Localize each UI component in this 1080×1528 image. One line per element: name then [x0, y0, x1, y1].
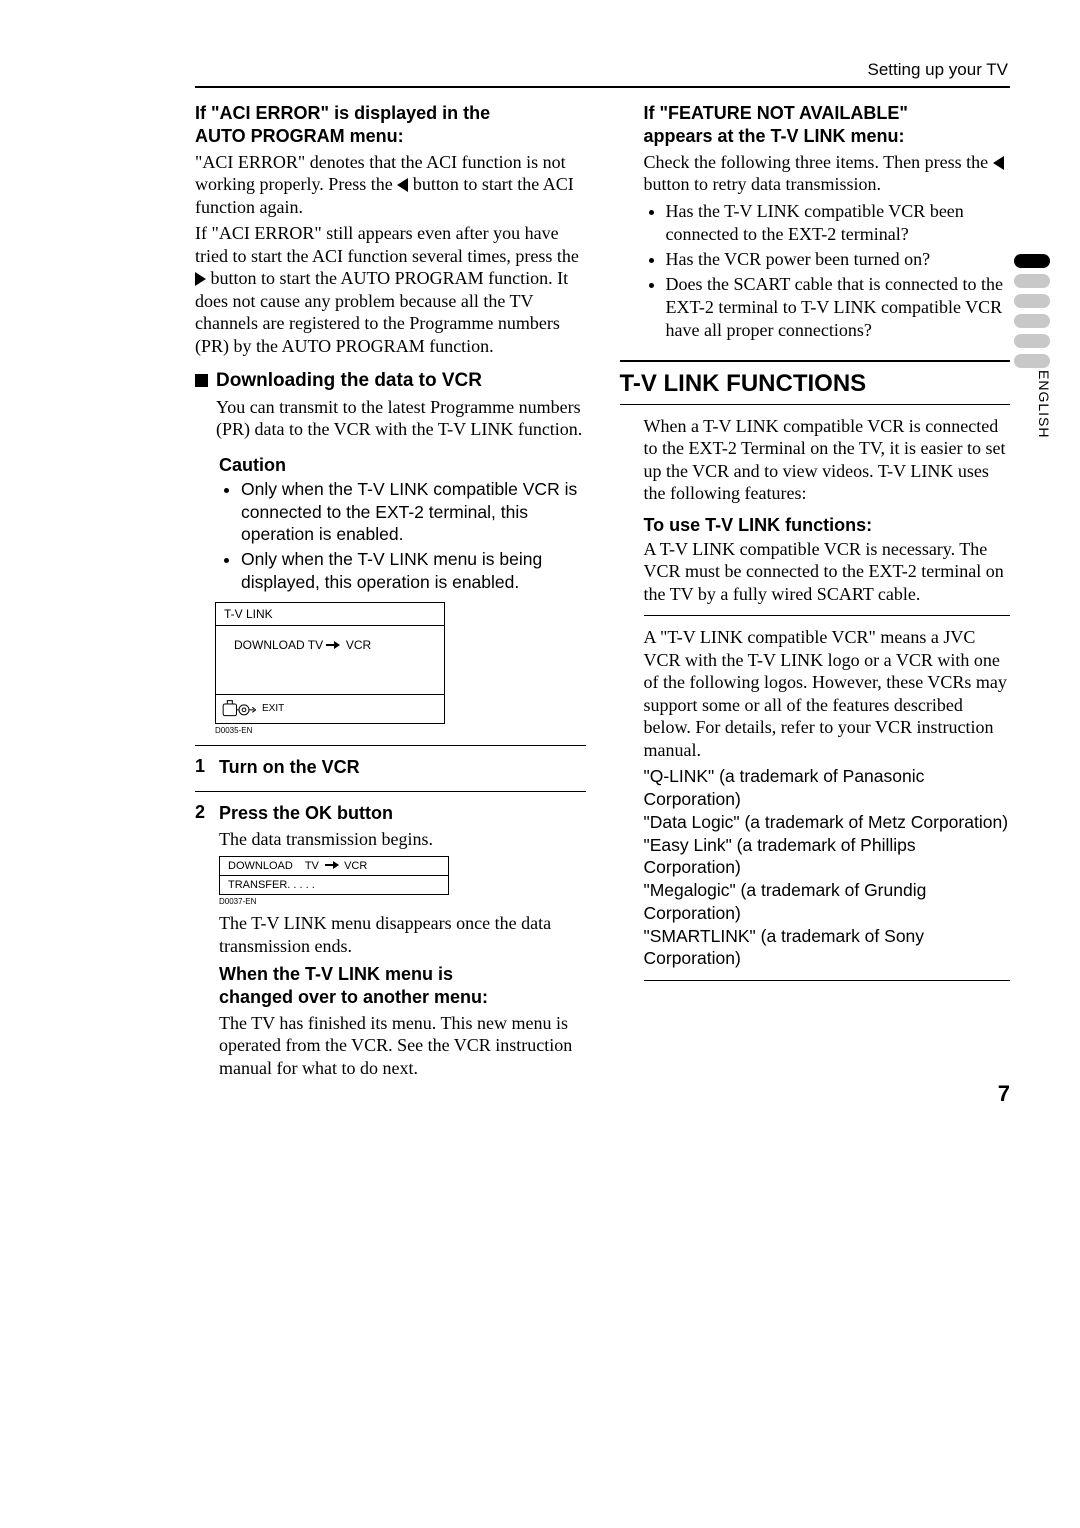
menu-code: D0035-EN	[215, 726, 586, 735]
list-item: Has the T-V LINK compatible VCR been con…	[666, 200, 1011, 246]
text: changed over to another menu:	[219, 987, 488, 1007]
arrow-right-icon	[325, 861, 341, 869]
download-body: You can transmit to the latest Programme…	[216, 396, 586, 441]
edge-tab	[1014, 294, 1050, 308]
section-title: Setting up your TV	[195, 60, 1010, 80]
text: button	[332, 803, 393, 823]
text: If "ACI ERROR" is displayed in the	[195, 103, 490, 123]
edge-tab	[1014, 314, 1050, 328]
divider	[195, 86, 1010, 88]
text: Press the	[219, 803, 305, 823]
divider	[620, 360, 1011, 362]
changed-body: The TV has finished its menu. This new m…	[219, 1012, 586, 1080]
step-heading: Press the OK button	[219, 802, 586, 825]
step-1: 1 Turn on the VCR	[195, 756, 586, 781]
compat-body: A "T-V LINK compatible VCR" means a JVC …	[644, 626, 1011, 761]
menu-row: TRANSFER. . . . .	[220, 876, 448, 894]
columns: If "ACI ERROR" is displayed in the AUTO …	[195, 102, 1010, 1083]
menu-title: T-V LINK	[216, 603, 444, 626]
page: ENGLISH Setting up your TV If "ACI ERROR…	[0, 0, 1080, 1143]
caution-heading: Caution	[219, 455, 586, 476]
step-body: The data transmission begins.	[219, 828, 586, 851]
download-heading: Downloading the data to VCR	[216, 369, 586, 394]
aci-error-body-2: If "ACI ERROR" still appears even after …	[195, 222, 586, 357]
edge-tab	[1014, 254, 1050, 268]
text: DOWNLOAD	[228, 860, 293, 872]
left-arrow-icon	[397, 178, 408, 192]
text: Check the following three items. Then pr…	[644, 152, 993, 172]
exit-label: EXIT	[262, 703, 284, 714]
trademark-line: "Megalogic" (a trademark of Grundig Corp…	[644, 879, 1011, 925]
right-arrow-icon	[195, 272, 206, 286]
list-item: Only when the T-V LINK menu is being dis…	[241, 548, 586, 594]
step-2: 2 Press the OK button The data transmiss…	[195, 802, 586, 1083]
divider	[644, 615, 1011, 616]
text: appears at the T-V LINK menu:	[644, 126, 905, 146]
tvlink-menu-2: DOWNLOAD TV VCR TRANSFER. . . . .	[219, 856, 449, 895]
caution-block: Caution Only when the T-V LINK compatibl…	[195, 455, 586, 594]
arrow-right-icon	[326, 641, 342, 649]
menu-code: D0037-EN	[219, 897, 586, 906]
tvlink-intro: When a T-V LINK compatible VCR is connec…	[644, 415, 1011, 505]
feature-heading: If "FEATURE NOT AVAILABLE" appears at th…	[644, 102, 1011, 149]
text: button to retry data transmission.	[644, 174, 881, 194]
right-column: If "FEATURE NOT AVAILABLE" appears at th…	[620, 102, 1011, 1083]
menu-body: DOWNLOAD TV VCR	[216, 626, 444, 694]
aci-error-body-1: "ACI ERROR" denotes that the ACI functio…	[195, 151, 586, 219]
text: TV	[305, 860, 319, 872]
edge-tabs	[1014, 254, 1050, 368]
square-bullet-icon	[195, 374, 208, 387]
tvlink-functions-heading: T-V LINK FUNCTIONS	[620, 370, 1011, 398]
touse-body: A T-V LINK compatible VCR is necessary. …	[644, 538, 1011, 606]
list-item: Has the VCR power been turned on?	[666, 248, 1011, 271]
edge-tab	[1014, 354, 1050, 368]
text: When the T-V LINK menu is	[219, 964, 453, 984]
divider	[195, 791, 586, 792]
trademark-line: "Data Logic" (a trademark of Metz Corpor…	[644, 811, 1011, 834]
divider	[644, 980, 1011, 981]
step-number: 2	[195, 802, 209, 1083]
changed-heading: When the T-V LINK menu is changed over t…	[219, 963, 586, 1010]
ok-label: OK	[305, 803, 332, 823]
left-column: If "ACI ERROR" is displayed in the AUTO …	[195, 102, 586, 1083]
text: AUTO PROGRAM menu:	[195, 126, 404, 146]
menu-footer: EXIT	[216, 694, 444, 723]
text: button to start the AUTO PROGRAM functio…	[195, 268, 568, 356]
tvlink-menu-1: T-V LINK DOWNLOAD TV VCR EXIT	[215, 602, 445, 724]
text: If "FEATURE NOT AVAILABLE"	[644, 103, 908, 123]
aci-error-heading: If "ACI ERROR" is displayed in the AUTO …	[195, 102, 586, 149]
list-item: Does the SCART cable that is connected t…	[666, 273, 1011, 342]
step-heading: Turn on the VCR	[219, 756, 586, 779]
feature-list: Has the T-V LINK compatible VCR been con…	[644, 200, 1011, 342]
feature-body: Check the following three items. Then pr…	[644, 151, 1011, 196]
trademark-line: "Easy Link" (a trademark of Phillips Cor…	[644, 834, 1011, 880]
language-label: ENGLISH	[1036, 370, 1052, 438]
download-section: Downloading the data to VCR You can tran…	[195, 369, 586, 445]
touse-heading: To use T-V LINK functions:	[644, 515, 1011, 536]
feature-block: If "FEATURE NOT AVAILABLE" appears at th…	[620, 102, 1011, 342]
remote-icon	[222, 699, 256, 719]
trademark-line: "Q-LINK" (a trademark of Panasonic Corpo…	[644, 765, 1011, 811]
page-number: 7	[998, 1081, 1010, 1107]
list-item: Only when the T-V LINK compatible VCR is…	[241, 478, 586, 546]
menu-row-label: DOWNLOAD TV	[234, 638, 323, 652]
left-arrow-icon	[993, 156, 1004, 170]
menu-row-value: VCR	[346, 638, 371, 652]
tvlink-functions-body: When a T-V LINK compatible VCR is connec…	[620, 415, 1011, 981]
trademark-line: "SMARTLINK" (a trademark of Sony Corpora…	[644, 925, 1011, 971]
divider	[195, 745, 586, 746]
text: If "ACI ERROR" still appears even after …	[195, 223, 579, 266]
text: VCR	[344, 860, 367, 872]
menu-row: DOWNLOAD TV VCR	[220, 857, 448, 876]
after-menu-text: The T-V LINK menu disappears once the da…	[219, 912, 586, 957]
step-number: 1	[195, 756, 209, 781]
edge-tab	[1014, 334, 1050, 348]
divider	[620, 404, 1011, 405]
caution-list: Only when the T-V LINK compatible VCR is…	[219, 478, 586, 594]
edge-tab	[1014, 274, 1050, 288]
